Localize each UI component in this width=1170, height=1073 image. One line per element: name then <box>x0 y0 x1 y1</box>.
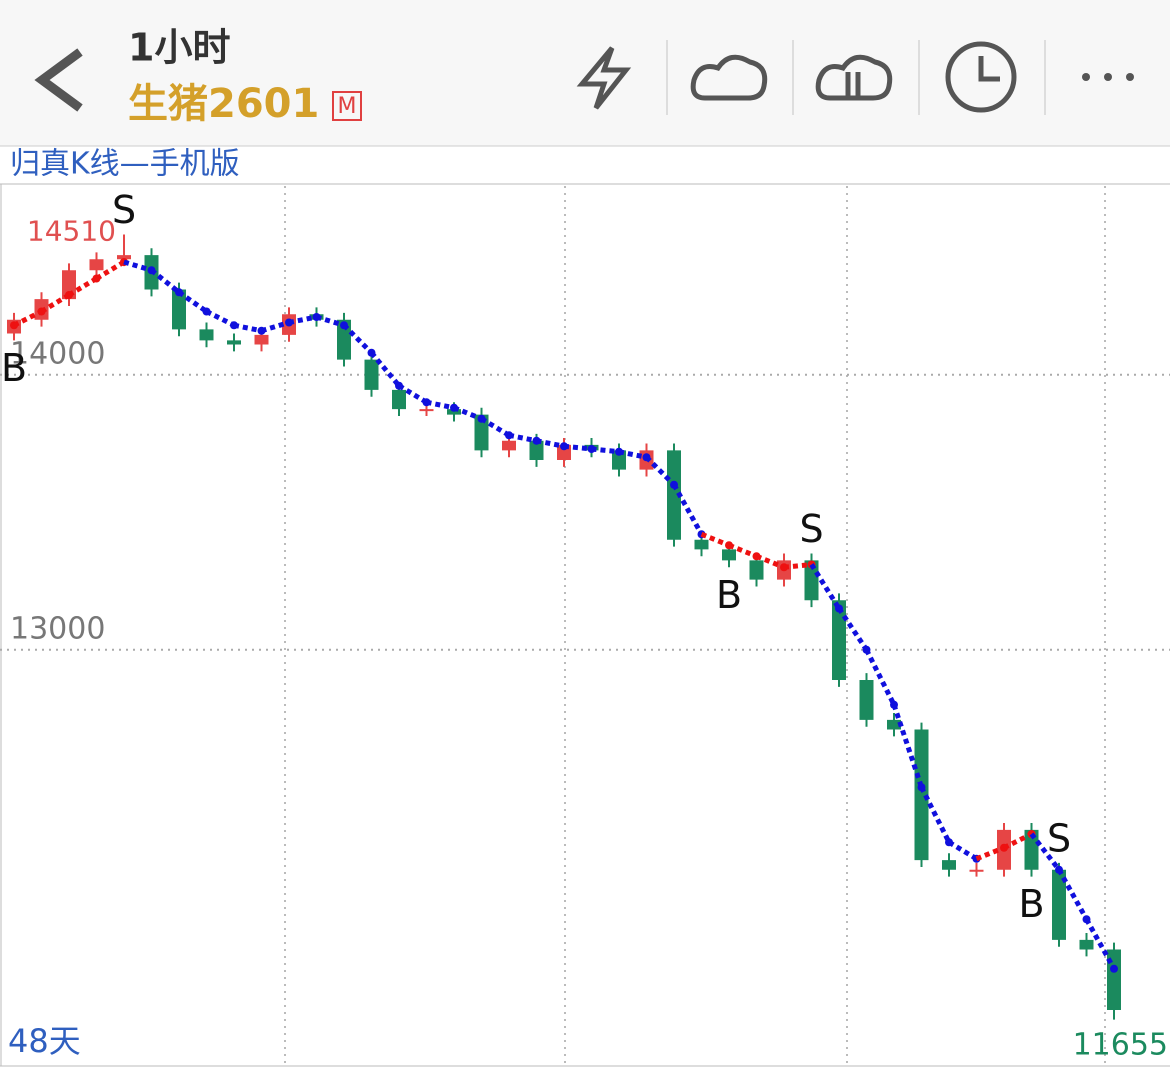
candle-body <box>364 359 379 390</box>
signal: S <box>1047 816 1071 860</box>
trend-segment <box>563 443 592 452</box>
trend-segment <box>260 320 290 334</box>
high-label: 14510 <box>27 215 116 248</box>
candle-body <box>722 549 736 561</box>
trend-segment <box>342 323 374 355</box>
candle-body <box>474 414 489 451</box>
trend-dot <box>1110 964 1118 973</box>
candle-body <box>887 719 901 730</box>
back-button[interactable] <box>34 48 83 112</box>
candle-body <box>1052 869 1066 940</box>
subheader: 归真K线—手机版 <box>10 147 240 182</box>
cloud-flash-icon[interactable] <box>690 54 768 101</box>
candle-body <box>529 440 544 460</box>
trend-segment <box>591 446 620 455</box>
trend-segment <box>426 399 455 411</box>
trend-segment <box>618 449 647 460</box>
candle-body <box>914 729 929 861</box>
candle-body <box>337 319 351 360</box>
trend-segment <box>1056 868 1089 921</box>
candle-body <box>89 259 104 271</box>
badge-box <box>332 91 362 121</box>
candle-body <box>1024 829 1039 870</box>
candle-body <box>612 450 626 470</box>
clock-hands <box>978 56 1000 82</box>
trend-segment <box>728 542 758 559</box>
trend-segment <box>671 483 704 536</box>
candle-body <box>1079 939 1094 950</box>
candle-body <box>419 409 434 412</box>
candle-body <box>117 255 131 260</box>
signal: S <box>799 507 823 551</box>
period: 1小时 <box>128 26 230 70</box>
candle-body <box>749 560 764 580</box>
trend-segment <box>783 562 812 570</box>
clock-icon[interactable] <box>945 41 1017 113</box>
cloud-icon[interactable] <box>815 54 893 101</box>
candle-body <box>969 869 984 872</box>
v-grid <box>284 186 1106 1064</box>
trend-segment <box>1084 918 1117 970</box>
more-icon[interactable] <box>1082 73 1134 81</box>
candle-body <box>667 450 681 540</box>
trend-segment <box>644 455 676 487</box>
trend-segment <box>891 703 924 789</box>
candle-body <box>227 340 241 345</box>
trend-segment <box>975 845 1005 862</box>
trend-segment <box>864 648 897 706</box>
trend-segment <box>1029 832 1061 872</box>
badge: M <box>338 94 357 119</box>
trend-segment <box>508 432 537 444</box>
candle-body <box>447 409 461 415</box>
trend-segment <box>233 322 262 334</box>
candle-body <box>172 289 186 330</box>
signal: S <box>112 188 136 232</box>
trend-segment <box>453 405 483 422</box>
candle-body <box>199 329 214 341</box>
candle-body <box>804 560 819 601</box>
candle-body <box>392 389 406 410</box>
symbol: 生猪2601 <box>128 81 319 127</box>
low-label: 11655 <box>1073 1028 1168 1063</box>
trend-segment <box>369 351 401 388</box>
header-bg <box>0 0 1170 146</box>
candle-body <box>502 440 516 451</box>
trend-segment <box>288 314 317 325</box>
trend-segment <box>205 309 236 328</box>
candle-body <box>859 680 874 720</box>
trend-segment <box>536 438 565 449</box>
y-tick-label: 14000 <box>10 336 105 371</box>
footer-left: 48天 <box>8 1022 81 1060</box>
candle-body <box>694 539 709 550</box>
candle-body <box>1107 949 1121 1010</box>
trend-segment <box>919 786 952 844</box>
trend-segment <box>177 290 208 314</box>
flash-icon[interactable] <box>576 46 632 110</box>
trend-segment <box>315 314 345 328</box>
signal: B <box>716 573 742 617</box>
trend-segment <box>700 531 730 548</box>
trend-segment <box>149 268 181 295</box>
trend-segment <box>947 840 978 861</box>
candle-body <box>942 860 956 870</box>
signal: B <box>1 346 27 390</box>
signal: B <box>1018 882 1044 926</box>
candle-body <box>832 600 846 680</box>
trend-segment <box>755 553 785 570</box>
y-tick-label: 13000 <box>10 611 105 646</box>
trend-segment <box>123 259 153 273</box>
candle-body <box>254 334 269 345</box>
